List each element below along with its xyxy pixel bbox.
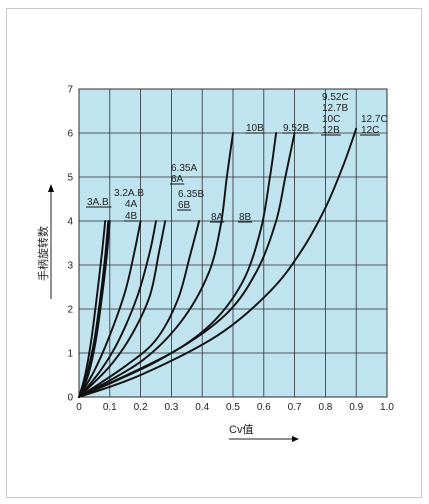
annotation-label: 6A [171,174,184,185]
annotation-label: 12B [322,125,340,136]
y-tick-label: 5 [67,173,73,184]
series-lines [78,127,358,398]
series-line-10 [78,127,358,398]
x-tick-label: 1.0 [380,402,394,413]
x-tick-label: 0.4 [195,402,209,413]
annotation-label: 3.2A.B [114,188,144,199]
annotation-label: 6.35B [178,189,204,200]
annotation-label: 4A [125,199,138,210]
series-line-5 [78,220,167,398]
annotation-label: 6.35A [171,163,197,174]
x-tick-label: 0.2 [134,402,148,413]
annotation-label: 12C [361,125,379,136]
x-tick-label: 0.9 [349,402,363,413]
y-tick-label: 0 [67,393,73,404]
y-tick-label: 3 [67,261,73,272]
x-tick-label: 0.7 [288,402,302,413]
x-tick-label: 0.8 [318,402,332,413]
annotation-label: 4B [125,211,138,222]
annotation-label: 10B [246,123,264,134]
y-axis-arrowhead [48,184,54,192]
y-tick-label: 6 [67,129,73,140]
y-tick-label: 7 [67,85,73,96]
x-tick-label: 0 [76,402,82,413]
annotation-label: 12.7B [322,103,348,114]
x-tick-label: 0.5 [226,402,240,413]
series-line-2 [78,220,111,398]
x-tick-label: 0.6 [257,402,271,413]
series-line-0 [78,220,107,398]
x-ticks: 0 0.1 0.2 0.3 0.4 0.5 0.6 0.7 0.8 0.9 1.0 [76,402,394,413]
annotation-label: 12.7C [361,114,388,125]
y-tick-label: 1 [67,349,73,360]
x-tick-label: 0.1 [103,402,117,413]
y-axis-title: 手柄旋转数 [36,226,50,281]
x-axis-title: Cv值 [229,423,253,436]
annotation-label: 8A [211,212,224,223]
series-line-3 [78,220,142,398]
series-line-7 [78,132,234,398]
annotation-label: 9.52C [322,92,349,103]
y-ticks: 0 1 2 3 4 5 6 7 [67,85,73,404]
axis-titles: Cv值 手柄旋转数 [36,184,299,442]
y-tick-label: 2 [67,305,73,316]
series-line-4 [78,220,157,398]
annotation-label: 8B [239,212,252,223]
x-tick-label: 0.3 [164,402,178,413]
chart: 0 0.1 0.2 0.3 0.4 0.5 0.6 0.7 0.8 0.9 1.0 0 1 2 3 4 5 6 7… [36,85,394,442]
annotation-label: 6B [178,200,191,211]
x-axis-arrowhead [292,436,299,442]
annotation-label: 9.52B [283,123,309,134]
series-line-6 [78,220,201,398]
series-line-9 [78,132,296,398]
y-tick-label: 4 [67,217,73,228]
annotation-label: 10C [322,114,340,125]
plot-area [78,88,388,398]
figure-frame: 0 0.1 0.2 0.3 0.4 0.5 0.6 0.7 0.8 0.9 1.0 0 1 2 3 4 5 6 7… [6,8,422,498]
annotation-label: 3A.B [87,197,109,208]
series-line-1 [78,220,110,398]
